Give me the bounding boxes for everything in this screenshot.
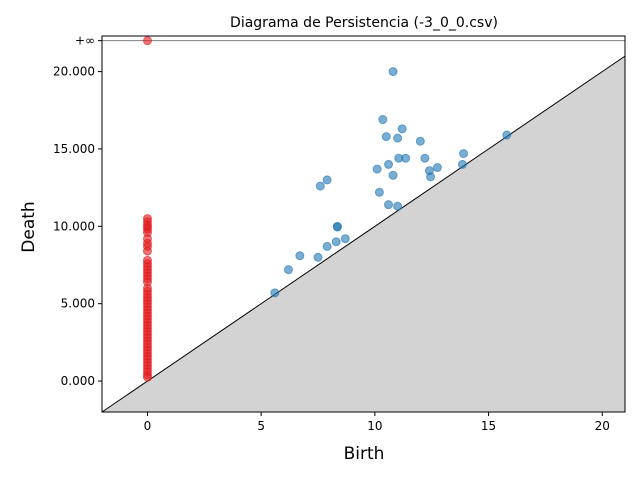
data-point-series-1-2 [295, 251, 305, 261]
x-tick-label-0: 0 [144, 419, 152, 433]
data-point-series-1-17 [388, 67, 398, 77]
x-axis-label: Birth [344, 444, 385, 464]
y-tick-label-infinity: +∞ [75, 34, 95, 48]
data-point-series-1-0 [270, 288, 280, 298]
data-point-series-1-11 [372, 164, 382, 174]
data-point-series-1-28 [432, 163, 442, 173]
data-point-series-1-18 [388, 170, 398, 180]
data-point-series-1-15 [384, 159, 394, 169]
data-point-series-0-48 [142, 372, 152, 382]
data-point-series-0-0 [142, 36, 152, 46]
y-axis-label: Death [19, 201, 39, 252]
data-point-series-1-24 [415, 136, 425, 146]
data-point-series-1-23 [401, 153, 411, 163]
data-point-series-1-25 [420, 153, 430, 163]
data-point-series-1-6 [322, 241, 332, 251]
data-point-series-1-5 [322, 175, 332, 185]
data-point-series-1-7 [331, 237, 341, 247]
data-point-series-1-9 [332, 221, 342, 231]
data-point-series-1-20 [393, 201, 403, 211]
data-point-series-1-1 [283, 265, 293, 275]
data-point-series-1-27 [426, 172, 436, 182]
data-point-series-1-14 [381, 132, 391, 142]
x-tick-label-4: 20 [595, 419, 610, 433]
data-point-series-1-30 [459, 149, 469, 159]
x-tick-label-1: 5 [257, 419, 265, 433]
data-point-series-1-31 [502, 130, 512, 140]
data-point-series-1-13 [378, 115, 388, 125]
plot-frame [101, 35, 626, 413]
x-tick-label-2: 10 [367, 419, 382, 433]
data-point-series-0-10 [142, 246, 152, 256]
plot-area: 0 5 10 15 20 0.000 5.000 10.000 15.000 20.000 +∞ [53, 34, 626, 433]
data-point-series-1-19 [393, 133, 403, 143]
x-tick-label-3: 15 [481, 419, 496, 433]
y-tick-label-4: 20.000 [53, 65, 95, 79]
y-tick-label-3: 15.000 [53, 142, 95, 156]
data-point-series-1-29 [457, 159, 467, 169]
data-point-series-1-22 [397, 124, 407, 134]
y-tick-label-0: 0.000 [61, 374, 95, 388]
data-point-series-1-10 [340, 234, 350, 244]
y-tick-label-1: 5.000 [61, 297, 95, 311]
chart-title: Diagrama de Persistencia (-3_0_0.csv) [230, 15, 498, 31]
data-point-series-1-4 [315, 181, 325, 191]
data-point-series-1-3 [313, 252, 323, 262]
diagonal-line [101, 55, 626, 413]
y-tick-label-2: 10.000 [53, 219, 95, 233]
data-point-series-1-12 [374, 187, 384, 197]
data-point-series-1-16 [384, 200, 394, 210]
